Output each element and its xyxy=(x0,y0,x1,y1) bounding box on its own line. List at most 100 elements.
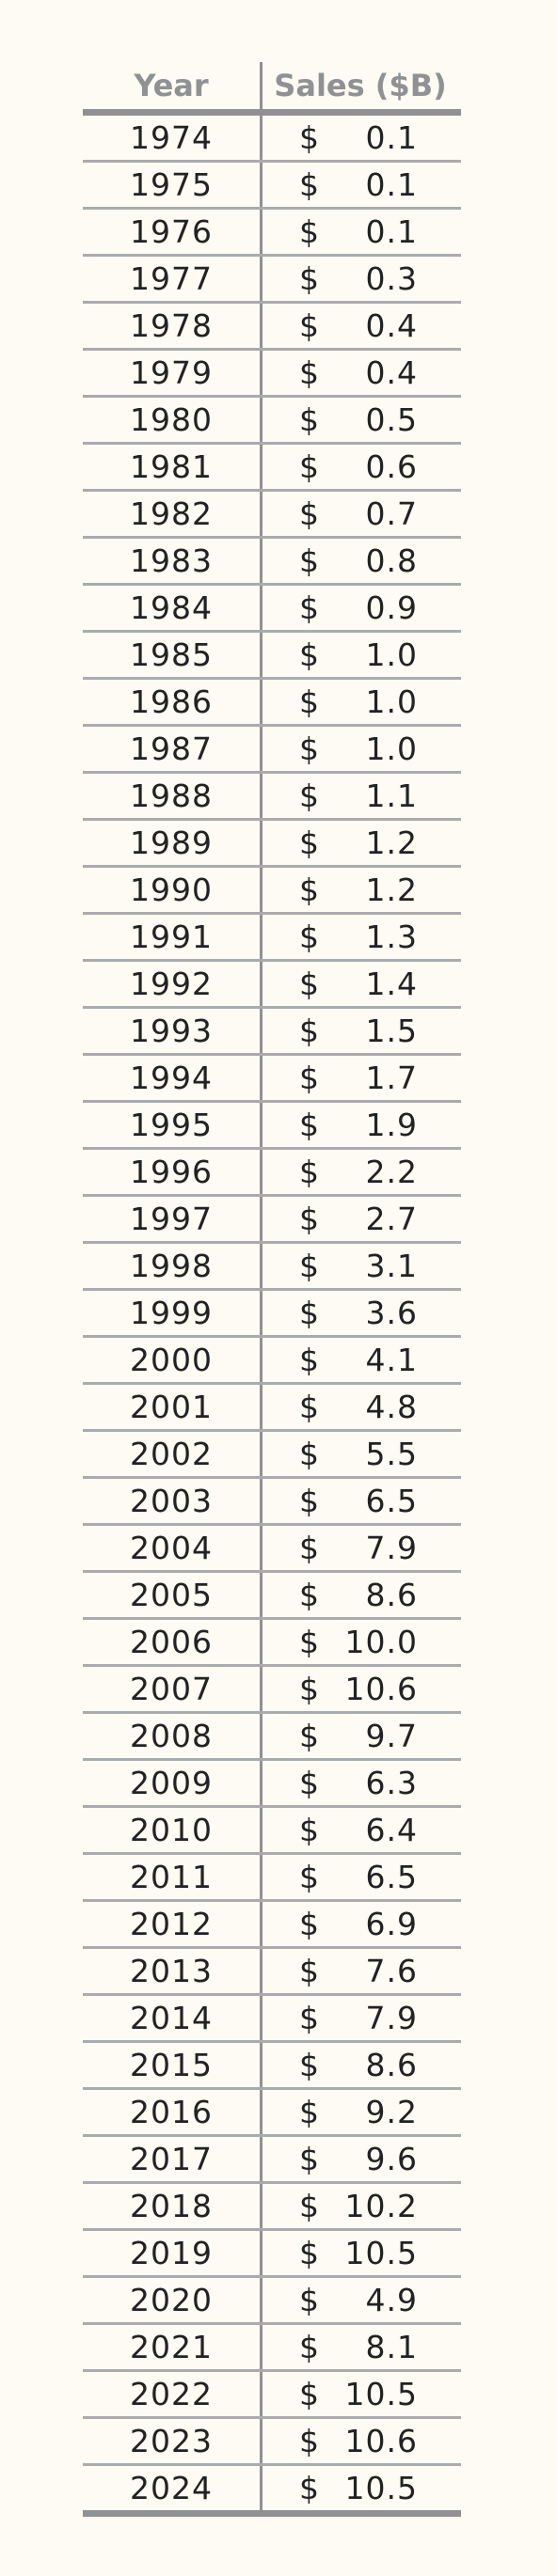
table-row: 2004 $7.9 xyxy=(83,1526,461,1573)
sales-value: 3.6 xyxy=(365,1295,418,1331)
table-row: 1997 $2.7 xyxy=(83,1197,461,1244)
table-row: 2011 $6.5 xyxy=(83,1855,461,1902)
year-cell: 1986 xyxy=(130,683,213,720)
table-row: 2005 $8.6 xyxy=(83,1573,461,1620)
sales-cell: $1.4 xyxy=(260,962,461,1006)
year-cell: 2015 xyxy=(130,2047,213,2083)
year-cell: 1991 xyxy=(130,919,213,955)
table-row: 2007 $10.6 xyxy=(83,1667,461,1714)
sales-value: 1.3 xyxy=(365,919,418,955)
currency-symbol: $ xyxy=(299,2329,319,2365)
table-row: 2001 $4.8 xyxy=(83,1385,461,1432)
sales-value: 3.1 xyxy=(365,1248,418,1284)
sales-value: 1.9 xyxy=(365,1107,418,1143)
year-cell: 2009 xyxy=(130,1765,213,1801)
table-row: 1976 $0.1 xyxy=(83,210,461,257)
sales-cell: $1.3 xyxy=(260,915,461,959)
currency-symbol: $ xyxy=(299,1107,319,1143)
year-cell: 2000 xyxy=(130,1342,213,1378)
table-row: 2019 $10.5 xyxy=(83,2231,461,2278)
table-row: 1979 $0.4 xyxy=(83,351,461,398)
sales-value: 7.6 xyxy=(365,1953,418,1989)
currency-symbol: $ xyxy=(299,1483,319,1519)
currency-symbol: $ xyxy=(299,1718,319,1754)
table-row: 1994 $1.7 xyxy=(83,1056,461,1103)
year-cell: 1981 xyxy=(130,448,213,485)
sales-value: 0.8 xyxy=(365,542,418,579)
sales-value: 0.4 xyxy=(365,354,418,391)
currency-symbol: $ xyxy=(299,1671,319,1707)
sales-cell: $1.5 xyxy=(260,1009,461,1053)
sales-cell: $1.2 xyxy=(260,868,461,912)
year-cell: 1989 xyxy=(130,825,213,861)
table-row: 1991 $1.3 xyxy=(83,915,461,962)
currency-symbol: $ xyxy=(299,2188,319,2224)
year-cell: 1990 xyxy=(130,872,213,908)
sales-value: 4.9 xyxy=(365,2282,418,2318)
table-row: 1984 $0.9 xyxy=(83,586,461,633)
year-cell: 2021 xyxy=(130,2329,213,2365)
year-cell: 2008 xyxy=(130,1718,213,1754)
currency-symbol: $ xyxy=(299,1295,319,1331)
currency-symbol: $ xyxy=(299,2000,319,2036)
sales-value: 9.2 xyxy=(365,2094,418,2130)
table-row: 2016 $9.2 xyxy=(83,2090,461,2137)
sales-value: 1.2 xyxy=(365,825,418,861)
sales-cell: $1.0 xyxy=(260,633,461,677)
currency-symbol: $ xyxy=(299,1530,319,1566)
sales-cell: $0.6 xyxy=(260,445,461,489)
sales-value: 10.6 xyxy=(344,2423,418,2459)
year-cell: 1980 xyxy=(130,401,213,438)
currency-symbol: $ xyxy=(299,683,319,720)
sales-cell: $7.9 xyxy=(260,1996,461,2040)
year-cell: 1996 xyxy=(130,1154,213,1190)
currency-symbol: $ xyxy=(299,213,319,250)
table-row: 2022 $10.5 xyxy=(83,2372,461,2419)
sales-cell: $10.6 xyxy=(260,1667,461,1711)
sales-value: 10.0 xyxy=(344,1624,418,1660)
year-cell: 1987 xyxy=(130,730,213,767)
table-row: 2010 $6.4 xyxy=(83,1808,461,1855)
table-row: 1996 $2.2 xyxy=(83,1150,461,1197)
sales-cell: $8.1 xyxy=(260,2325,461,2369)
sales-value: 5.5 xyxy=(365,1436,418,1472)
sales-cell: $6.3 xyxy=(260,1761,461,1805)
currency-symbol: $ xyxy=(299,2376,319,2412)
currency-symbol: $ xyxy=(299,1624,319,1660)
sales-value: 0.1 xyxy=(365,119,418,156)
year-cell: 1978 xyxy=(130,307,213,344)
sales-cell: $5.5 xyxy=(260,1432,461,1476)
table-row: 1986 $1.0 xyxy=(83,680,461,727)
table-row: 2013 $7.6 xyxy=(83,1949,461,1996)
sales-value: 2.2 xyxy=(365,1154,418,1190)
sales-cell: $2.7 xyxy=(260,1197,461,1241)
table-row: 2021 $8.1 xyxy=(83,2325,461,2372)
table-row: 1974 $0.1 xyxy=(83,116,461,163)
sales-value: 10.6 xyxy=(344,1671,418,1707)
year-cell: 1995 xyxy=(130,1107,213,1143)
sales-cell: $1.7 xyxy=(260,1056,461,1100)
table-row: 1981 $0.6 xyxy=(83,445,461,492)
sales-cell: $8.6 xyxy=(260,1573,461,1617)
sales-cell: $0.1 xyxy=(260,163,461,207)
sales-value: 10.5 xyxy=(344,2470,418,2506)
currency-symbol: $ xyxy=(299,2470,319,2506)
table-row: 1982 $0.7 xyxy=(83,492,461,539)
currency-symbol: $ xyxy=(299,966,319,1002)
currency-symbol: $ xyxy=(299,872,319,908)
sales-cell: $7.9 xyxy=(260,1526,461,1570)
currency-symbol: $ xyxy=(299,1342,319,1378)
year-cell: 1985 xyxy=(130,636,213,673)
currency-symbol: $ xyxy=(299,448,319,485)
currency-symbol: $ xyxy=(299,2235,319,2271)
sales-cell: $4.8 xyxy=(260,1385,461,1429)
sales-cell: $0.5 xyxy=(260,398,461,442)
table-row: 1989 $1.2 xyxy=(83,821,461,868)
currency-symbol: $ xyxy=(299,166,319,203)
year-cell: 2006 xyxy=(130,1624,213,1660)
year-cell: 2012 xyxy=(130,1906,213,1942)
sales-cell: $0.1 xyxy=(260,210,461,254)
currency-symbol: $ xyxy=(299,1906,319,1942)
year-cell: 1984 xyxy=(130,589,213,626)
currency-symbol: $ xyxy=(299,1436,319,1472)
